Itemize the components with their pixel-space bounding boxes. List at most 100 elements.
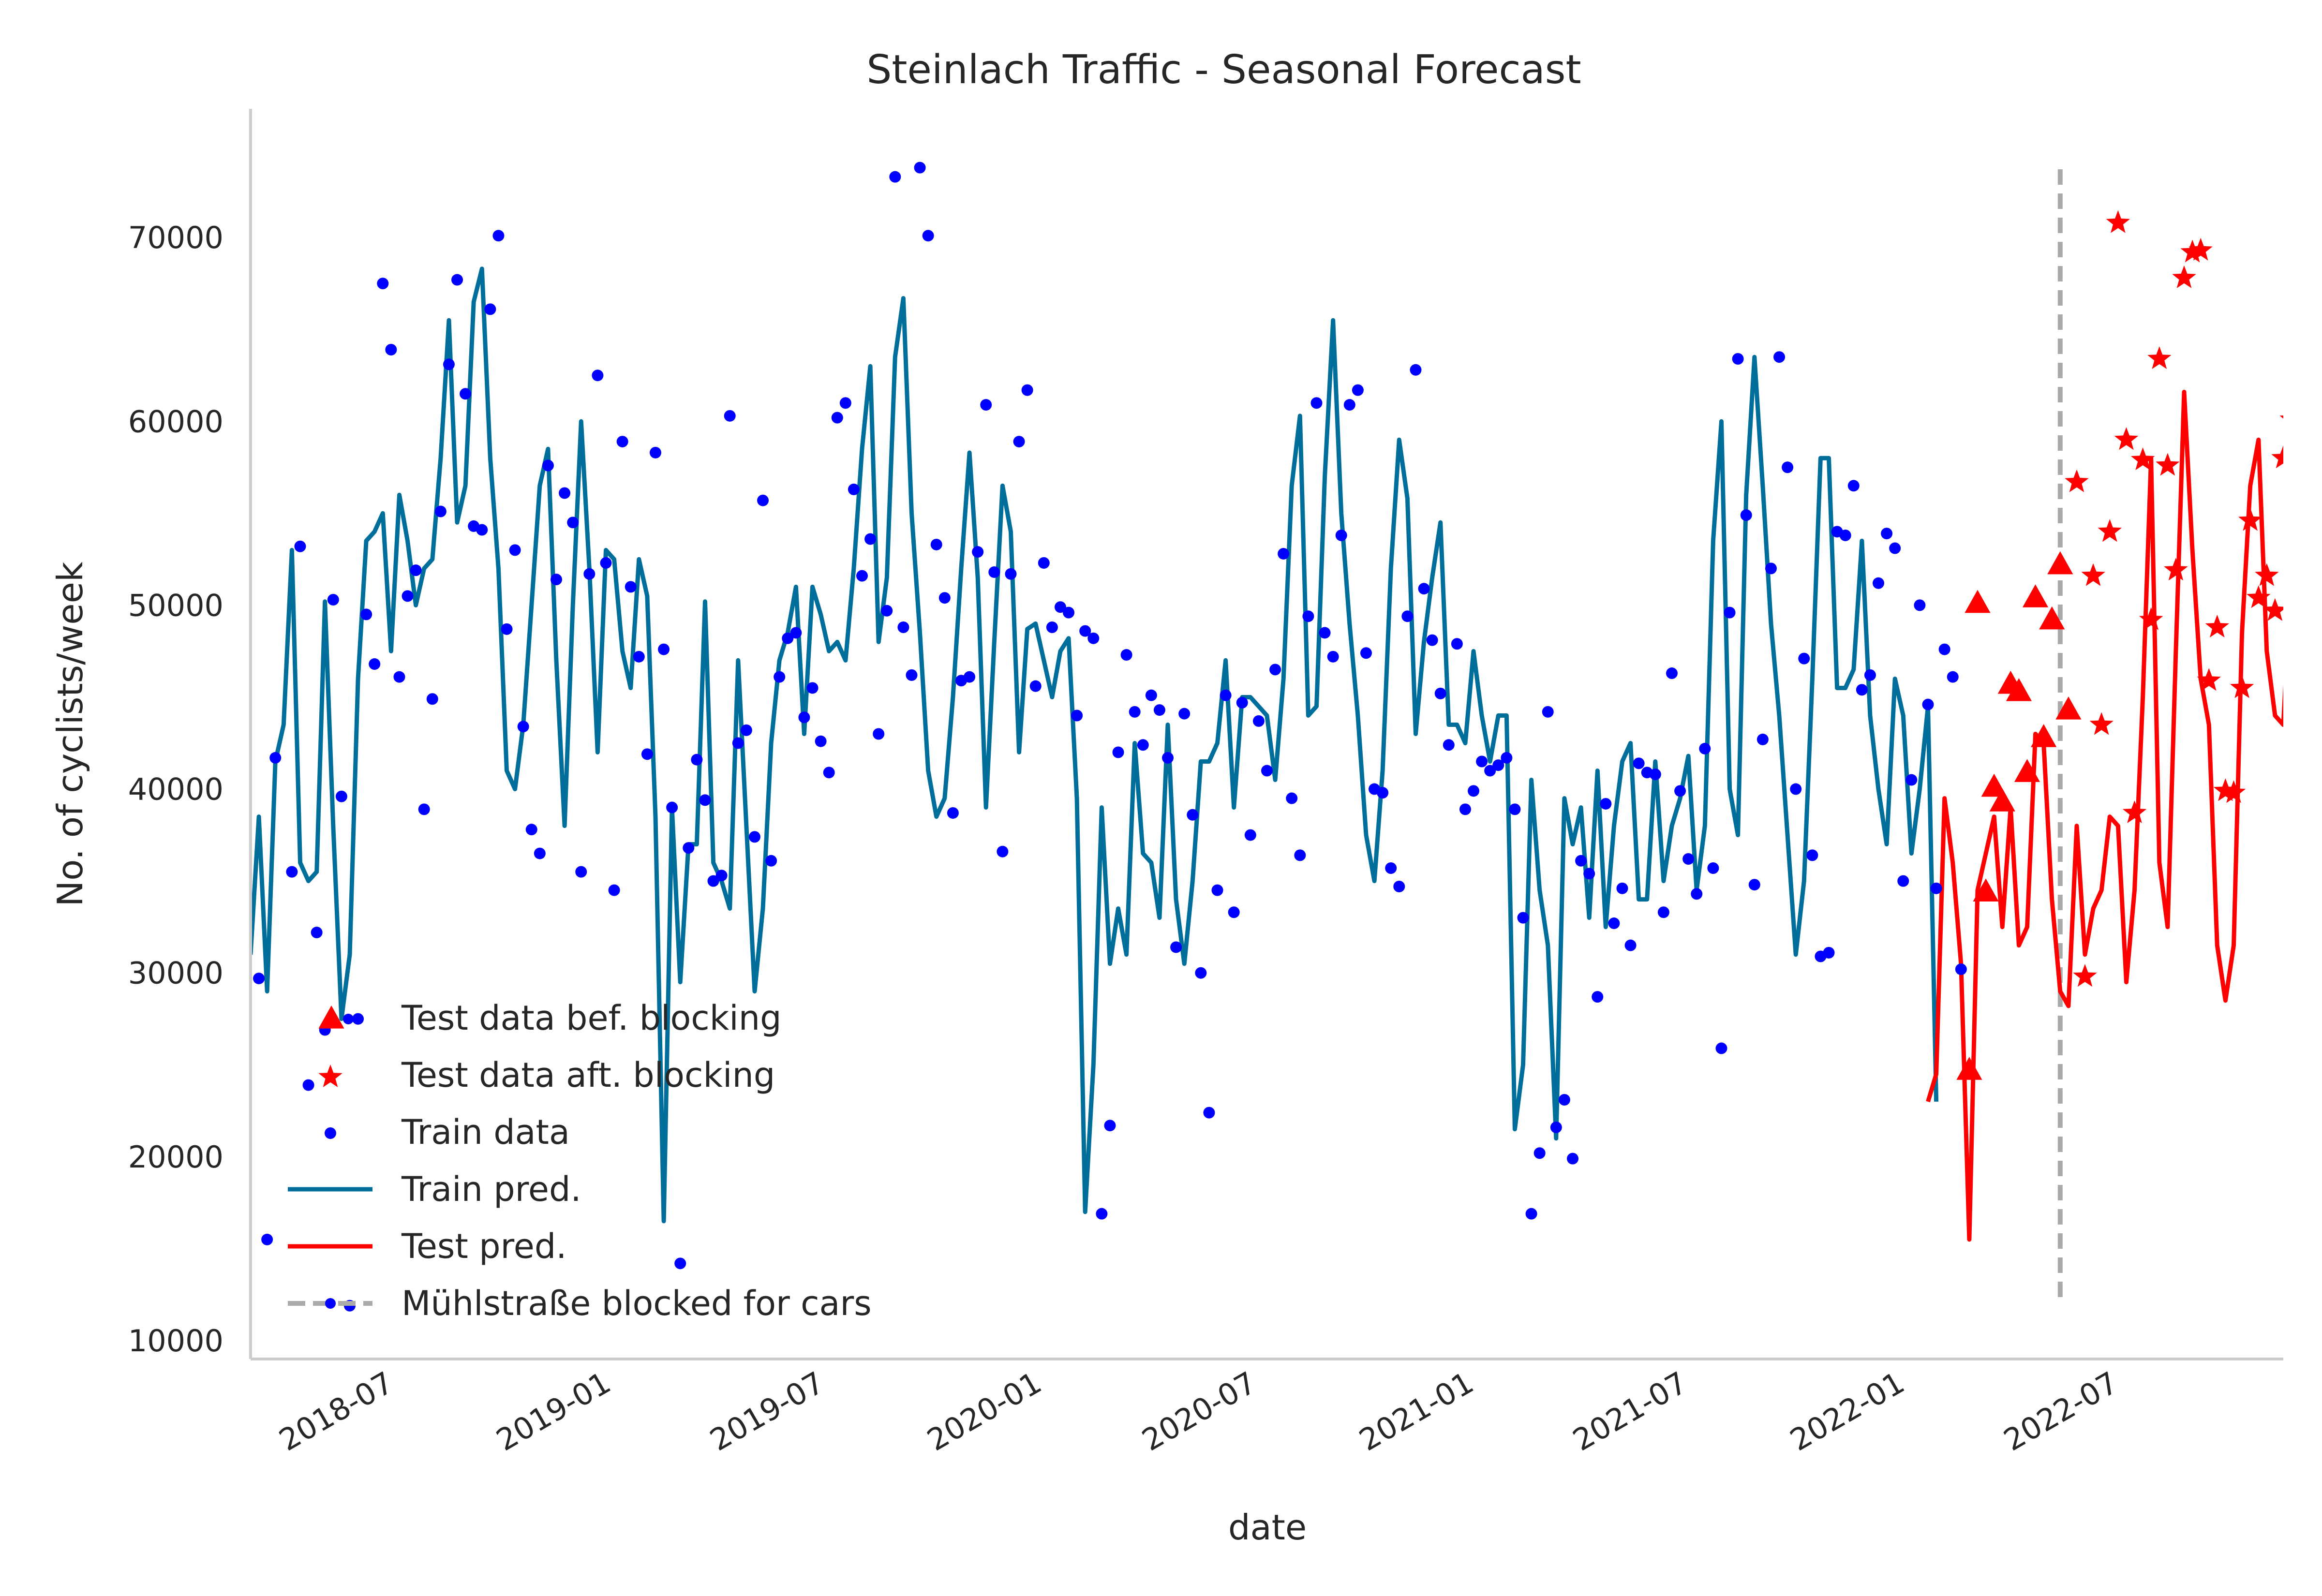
train-data-point [385,343,397,355]
test-after-point [2271,445,2283,469]
train-data-point [592,369,604,382]
train-data-point [1236,696,1248,709]
train-data-point [1220,689,1232,701]
train-data-point [1286,792,1298,804]
test-after-point [2156,453,2180,476]
train-data-point [335,790,347,802]
train-data-point [484,303,496,315]
legend-item-test_after: Test data aft. blocking [318,1055,775,1095]
train-data-point [1195,967,1207,979]
train-data-point [1046,621,1058,634]
train-data-point [1029,680,1042,692]
train-data-point [1153,704,1165,716]
train-data-point [707,875,719,887]
train-data-point [906,669,918,681]
train-data-point [1674,785,1686,797]
train-data-point [1533,1147,1546,1159]
x-tick-label: 2022-07 [1998,1365,2124,1458]
train-data-point [839,397,851,409]
legend-item-vline: Mühlstraße blocked for cars [288,1284,872,1323]
train-data-point [1360,647,1372,659]
train-data-point [972,546,984,558]
train-data-point [873,728,885,740]
train-data-point [1608,917,1620,930]
test-after-point [2073,964,2097,987]
train-data-point [575,866,587,878]
train-data-point [914,162,926,174]
train-data-point [352,1013,364,1025]
test-after-point [2288,403,2312,426]
test-before-point [1989,788,2015,812]
train-data-point [806,682,819,694]
train-data-point [1343,399,1355,411]
train-data-point [1476,755,1488,768]
train-data-point [1806,849,1818,861]
train-data-point [608,884,620,896]
train-data-point [426,693,438,705]
train-data-point [542,459,554,472]
test-after-point [2114,427,2139,450]
y-tick-label: 60000 [128,404,223,439]
train-data-point [1905,774,1918,786]
y-tick-labels: 10000 20000 30000 40000 50000 60000 70000 [128,220,223,1359]
test-before-point [2014,759,2040,782]
test-after-point [2296,519,2321,542]
train-data-point [1914,599,1926,611]
train-data-point [1401,610,1414,622]
train-data-point [1583,868,1595,880]
legend-label: Test pred. [401,1227,567,1266]
train-data-point [1087,632,1100,644]
train-data-point [988,566,1000,578]
x-tick-label: 2022-01 [1784,1365,1910,1458]
train-data-point [1839,529,1851,541]
train-data-point [517,721,529,733]
train-data-point [765,855,777,867]
test-before-point [1981,773,2007,797]
test-before-point [2039,606,2065,630]
y-tick-label: 70000 [128,220,223,255]
train-data-point [1120,649,1132,661]
test-after-point [2305,472,2322,494]
x-tick-labels: 2018-07 2019-01 2019-07 2020-01 2020-07 2021-… [273,1365,2124,1458]
train-data-point [327,593,339,606]
train-data-point [1335,529,1347,541]
train-data-point [922,230,934,242]
legend-label: Train pred. [401,1169,581,1209]
train-data-point [815,735,827,747]
test-before-point [2006,678,2032,701]
train-data-point [1864,669,1876,681]
train-data-point [1252,715,1265,727]
series-points-train-data [253,162,1967,1312]
train-data-point [253,973,265,985]
train-data-point [1492,759,1504,771]
train-data-point [1707,862,1719,874]
test-before-point [2022,584,2049,607]
train-data-point [1889,542,1901,554]
train-data-point [509,544,521,556]
train-data-point [649,446,661,458]
y-tick-label: 40000 [128,772,223,807]
train-data-point [460,388,472,400]
test-after-point [2255,563,2279,586]
train-data-point [1228,906,1240,918]
train-data-point [848,483,860,495]
train-data-point [1897,875,1909,887]
train-data-point [774,671,786,683]
train-data-point [1054,601,1066,613]
legend: Test data bef. blocking Test data aft. bl… [288,998,872,1323]
x-tick-label: 2019-07 [704,1365,830,1458]
train-data-point [1955,963,1967,975]
train-data-point [369,658,381,670]
y-tick-label: 30000 [128,956,223,991]
train-data-point [583,568,595,580]
legend-item-train_pred: Train pred. [288,1169,581,1209]
train-data-point [1600,798,1612,810]
train-data-point [1798,652,1810,665]
train-data-point [1624,939,1637,951]
train-data-point [1294,849,1306,861]
train-data-point [699,794,711,806]
train-data-point [1319,627,1331,639]
train-data-point [1162,752,1174,764]
train-data-point [748,831,760,843]
train-data-point [1542,706,1554,718]
